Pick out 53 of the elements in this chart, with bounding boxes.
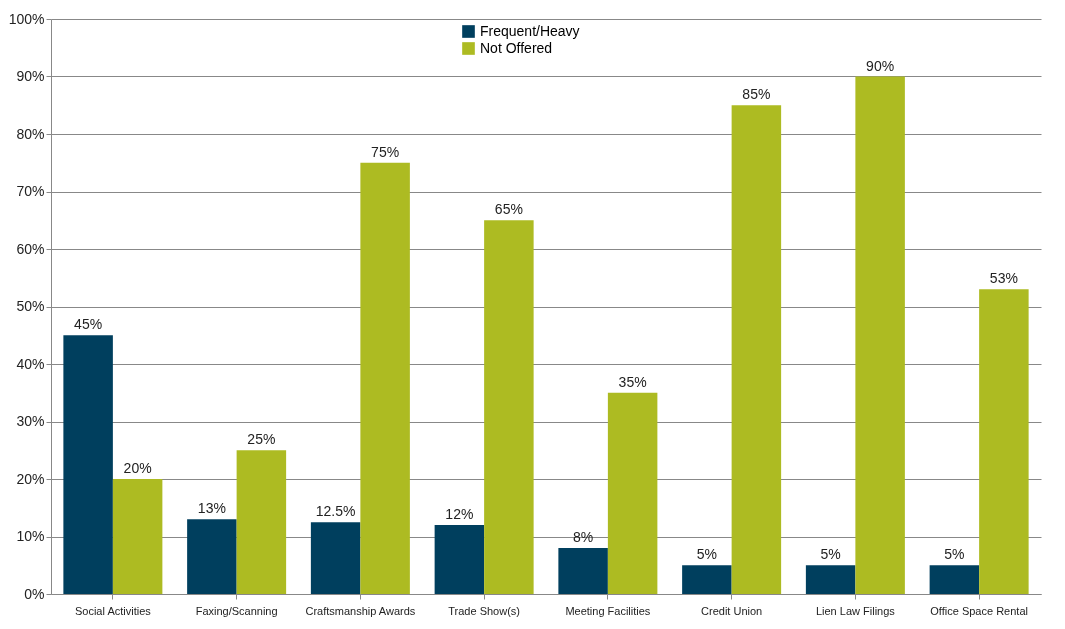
y-tick-label: 0% — [24, 585, 45, 602]
legend-label: Frequent/Heavy — [480, 22, 580, 39]
y-tick-label: 50% — [16, 298, 45, 314]
data-label: 20% — [123, 460, 152, 476]
y-tick-label: 90% — [16, 68, 45, 84]
data-label: 5% — [820, 546, 841, 563]
y-tick-label: 80% — [16, 125, 45, 142]
bar — [360, 162, 410, 594]
bar — [929, 565, 980, 594]
bar — [682, 565, 732, 594]
data-label: 5% — [696, 546, 717, 563]
y-tick-label: 30% — [16, 413, 45, 429]
y-tick-label: 100% — [8, 10, 45, 27]
data-label: 13% — [197, 500, 226, 517]
data-label: 12.5% — [315, 503, 356, 520]
bar — [112, 479, 163, 594]
data-label: 65% — [494, 201, 523, 218]
x-tick-label: Credit Union — [701, 604, 763, 617]
bar — [484, 220, 534, 594]
data-label: 75% — [371, 143, 400, 160]
y-tick-label: 60% — [16, 240, 45, 257]
bar — [187, 519, 237, 594]
y-tick-label: 10% — [16, 528, 45, 544]
data-label: 85% — [742, 86, 771, 103]
data-label: 35% — [618, 373, 647, 390]
x-tick-label: Trade Show(s) — [448, 604, 520, 617]
x-tick-label: Social Activities — [74, 604, 152, 617]
bar — [607, 392, 658, 594]
x-tick-label: Craftsmanship Awards — [305, 604, 416, 617]
x-tick-label: Faxing/Scanning — [195, 604, 278, 617]
bar — [979, 289, 1029, 594]
x-tick-label: Office Space Rental — [930, 604, 1028, 617]
bar — [805, 565, 856, 594]
bar — [236, 450, 287, 594]
data-label: 45% — [74, 316, 103, 333]
y-tick-label: 70% — [16, 183, 45, 199]
y-tick-label: 40% — [16, 355, 45, 372]
bar — [434, 525, 485, 594]
data-label: 53% — [989, 270, 1018, 287]
legend-label: Not Offered — [480, 39, 553, 56]
x-tick-label: Meeting Facilities — [565, 604, 651, 617]
data-label: 25% — [247, 431, 276, 448]
data-label: 90% — [866, 57, 895, 74]
bar — [731, 105, 782, 594]
bar — [63, 335, 113, 594]
y-tick-label: 20% — [16, 470, 45, 487]
bar — [855, 76, 905, 594]
data-label: 5% — [944, 546, 965, 563]
x-tick-label: Lien Law Filings — [815, 604, 896, 617]
data-label: 12% — [445, 506, 474, 522]
bar — [310, 522, 361, 594]
bar — [558, 548, 608, 594]
data-label: 8% — [573, 529, 594, 545]
